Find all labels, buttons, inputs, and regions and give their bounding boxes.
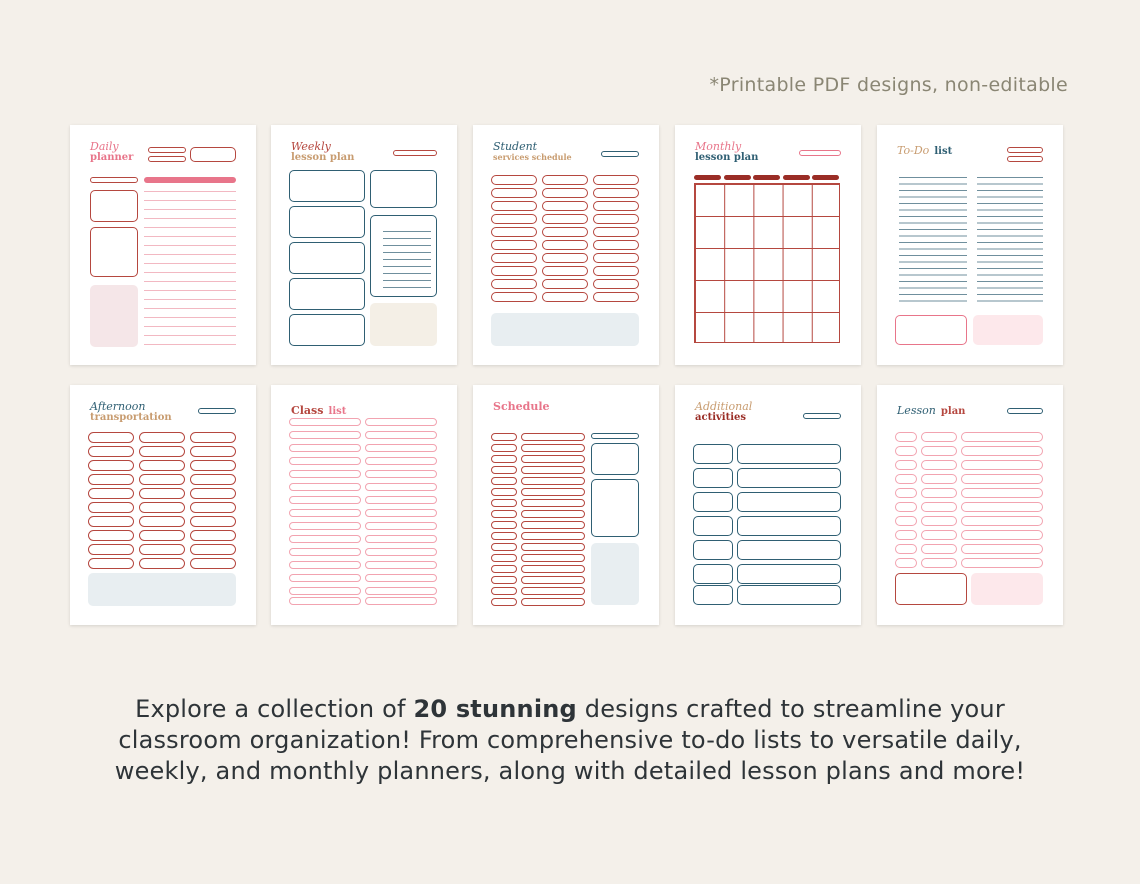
sheet-title: Afternoon transportation [90,400,172,423]
highlight-count: 20 stunning [413,695,577,723]
sheet-title: Class list [291,404,347,417]
description-caption: Explore a collection of 20 stunning desi… [114,695,1026,785]
sheet-title: Additional activities [695,400,753,423]
schedule-sheet[interactable]: Schedule [473,385,659,625]
sheet-title: Weekly lesson plan [291,140,355,163]
sheet-title: Schedule [493,400,550,413]
daily-planner-sheet[interactable]: Daily planner [70,125,256,365]
student-services-sheet[interactable]: Student services schedule [473,125,659,365]
monthly-lesson-plan-sheet[interactable]: Monthly lesson plan [675,125,861,365]
class-list-sheet[interactable]: Class list [271,385,457,625]
sheet-title: Student services schedule [493,140,572,162]
sheet-title: Lesson plan [897,404,966,417]
afternoon-transportation-sheet[interactable]: Afternoon transportation [70,385,256,625]
sheet-title: Daily planner [90,140,134,163]
printable-note: *Printable PDF designs, non-editable [709,74,1068,96]
sheet-title: Monthly lesson plan [695,140,759,163]
to-do-list-sheet[interactable]: To-Do list [877,125,1063,365]
sheet-title: To-Do list [897,144,953,157]
additional-activities-sheet[interactable]: Additional activities [675,385,861,625]
lesson-plan-sheet[interactable]: Lesson plan [877,385,1063,625]
weekly-lesson-plan-sheet[interactable]: Weekly lesson plan [271,125,457,365]
